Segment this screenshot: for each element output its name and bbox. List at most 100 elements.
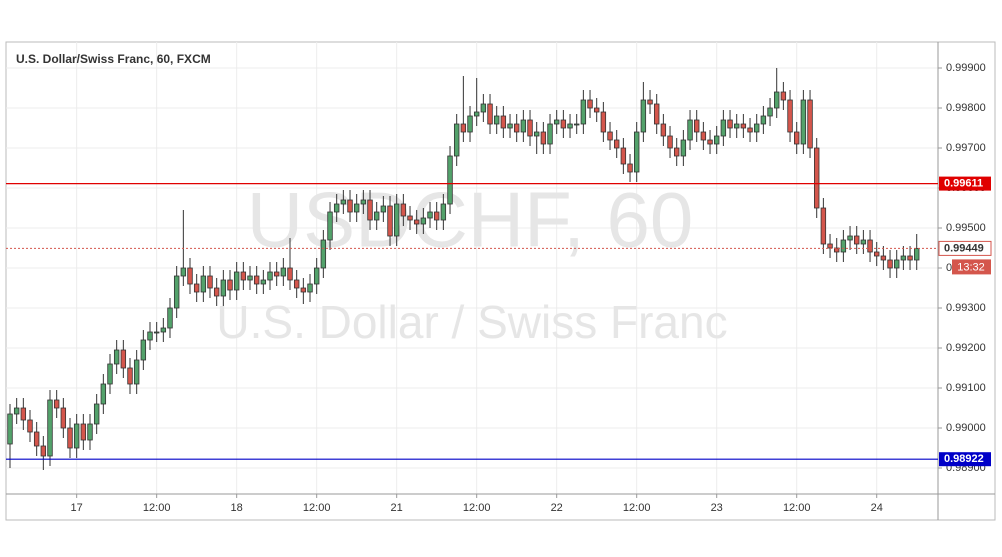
candle-body [533, 131, 540, 137]
candle-body [260, 279, 267, 285]
candle-body [900, 255, 907, 261]
candle-body [880, 255, 887, 261]
candle-body [220, 279, 227, 297]
candle-body [193, 283, 200, 293]
candle-body [667, 135, 673, 149]
x-tick-label: 12:00 [143, 502, 171, 514]
candle-body [633, 131, 640, 173]
candle-body [53, 399, 60, 409]
candle-body [7, 413, 13, 445]
candle-body [453, 123, 460, 157]
candle-body [727, 119, 733, 129]
candle-body [447, 155, 453, 205]
candle-body [754, 123, 760, 133]
candle-body [440, 203, 447, 221]
candle-body [27, 419, 33, 433]
candle-body [513, 123, 520, 133]
candle-body [600, 111, 607, 133]
candle-body [660, 123, 667, 137]
candle-body [587, 99, 593, 109]
x-tick-label: 22 [551, 502, 563, 514]
x-tick-label: 12:00 [463, 502, 491, 514]
candle-body [287, 267, 293, 281]
chart-frame [5, 41, 996, 521]
candle-body [427, 211, 433, 219]
candle-body [847, 235, 853, 241]
candle-body [80, 423, 87, 441]
last-price-box [938, 240, 992, 256]
candle-body [367, 199, 373, 221]
candle-body [800, 99, 807, 145]
candle-body [507, 123, 513, 129]
candle-body [740, 123, 747, 129]
candle-body [734, 123, 740, 129]
x-tick-label: 18 [231, 502, 243, 514]
candle-body [247, 275, 253, 281]
candle-body [380, 205, 387, 213]
candle-body [167, 307, 173, 329]
candle-body [894, 259, 900, 269]
candle-body [714, 135, 720, 145]
candle-body [227, 279, 233, 291]
candle-body [353, 203, 360, 213]
candle-body [327, 211, 333, 241]
candle-body [720, 119, 727, 137]
candle-body [620, 147, 627, 165]
candle-body [500, 115, 507, 129]
candle-body [160, 327, 167, 333]
candle-body [560, 119, 567, 129]
candle-body [467, 115, 473, 133]
chart-title: U.S. Dollar/Swiss Franc, 60, FXCM [16, 52, 211, 66]
candle-body [407, 215, 413, 221]
candle-body [540, 131, 547, 145]
candle-body [520, 119, 527, 133]
candle-body [807, 99, 813, 149]
candle-body [573, 123, 580, 126]
candle-body [687, 119, 693, 141]
countdown-label: 13:32 [957, 261, 985, 273]
candle-body [487, 103, 493, 125]
x-tick-label: 12:00 [783, 502, 811, 514]
last-price-label: 0.99449 [944, 242, 984, 254]
y-tick-label: 0.99000 [946, 422, 986, 434]
y-tick-label: 0.99500 [946, 222, 986, 234]
candle-body [187, 267, 193, 285]
y-tick-label: 0.99100 [946, 382, 986, 394]
candle-body [73, 423, 80, 449]
candle-body [760, 115, 767, 125]
y-tick-label: 0.99900 [946, 62, 986, 74]
y-tick-label: 0.99700 [946, 142, 986, 154]
candle-body [867, 239, 873, 253]
candle-body [834, 247, 840, 253]
watermark-subtitle: U.S. Dollar / Swiss Franc [216, 296, 727, 348]
candle-body [307, 283, 313, 293]
candle-body [40, 445, 47, 457]
candle-body [120, 349, 127, 369]
candle-body [347, 199, 353, 213]
candle-body [580, 99, 587, 125]
candle-body [293, 279, 300, 289]
candle-body [593, 107, 600, 113]
candle-body [400, 203, 407, 217]
candle-body [33, 431, 40, 447]
candle-body [627, 163, 633, 173]
candle-body [640, 99, 647, 133]
x-tick-label: 17 [71, 502, 83, 514]
price-label-box [939, 452, 991, 467]
candle-body [153, 331, 160, 334]
candle-body [647, 99, 653, 105]
candle-body [860, 239, 867, 245]
price-label: 0.99611 [944, 178, 983, 190]
candle-body [794, 131, 800, 145]
candle-body [320, 239, 327, 269]
candle-body [213, 287, 220, 297]
candle-body [180, 267, 187, 277]
candle-body [87, 423, 93, 441]
candle-body [393, 203, 400, 237]
y-tick-label: 0.99300 [946, 302, 986, 314]
candle-body [707, 139, 713, 145]
price-label: 0.98922 [944, 453, 984, 465]
x-tick-label: 21 [391, 502, 403, 514]
candle-body [774, 91, 780, 109]
x-tick-label: 24 [871, 502, 883, 514]
